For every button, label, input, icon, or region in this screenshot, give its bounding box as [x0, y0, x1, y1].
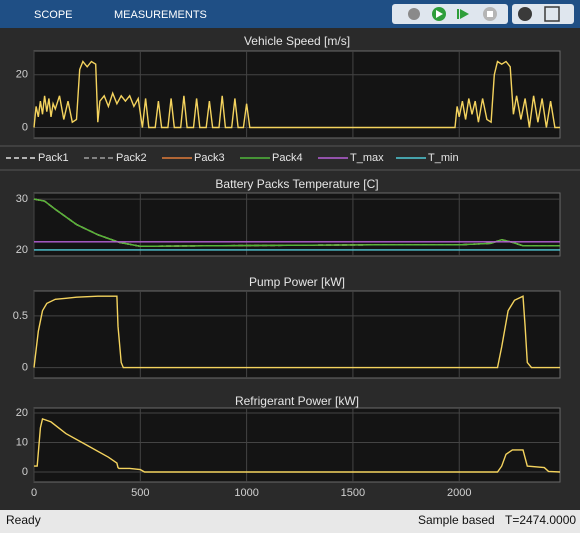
legend-label: Pack1	[38, 152, 69, 164]
status-time: T=2474.0000	[505, 513, 576, 527]
stop-icon	[487, 11, 493, 17]
chart-title: Vehicle Speed [m/s]	[244, 34, 350, 48]
y-tick-label: 10	[16, 436, 28, 448]
x-tick-label: 500	[131, 487, 149, 499]
y-tick-label: 0	[22, 362, 28, 374]
plot-area	[33, 50, 561, 139]
series-line	[33, 295, 560, 369]
series-line	[33, 60, 560, 129]
chart-title: Battery Packs Temperature [C]	[215, 177, 378, 191]
sim-controls	[392, 4, 508, 24]
status-bar	[0, 510, 580, 533]
chart-title: Refrigerant Power [kW]	[235, 394, 359, 408]
y-tick-label: 0.5	[13, 310, 28, 322]
run-icon	[436, 10, 443, 18]
help-button[interactable]	[518, 7, 532, 21]
chart-title: Pump Power [kW]	[249, 275, 345, 289]
legend-label: T_min	[428, 152, 459, 164]
x-tick-label: 0	[31, 487, 37, 499]
step-button[interactable]	[457, 9, 469, 19]
y-tick-label: 20	[16, 244, 28, 256]
x-tick-label: 1500	[341, 487, 365, 499]
y-tick-label: 0	[22, 121, 28, 133]
legend-label: T_max	[350, 152, 384, 164]
x-tick-label: 1000	[234, 487, 258, 499]
legend-label: Pack3	[194, 152, 225, 164]
legend-label: Pack4	[272, 152, 303, 164]
undock-button[interactable]	[544, 6, 560, 22]
y-tick-label: 30	[16, 193, 28, 205]
y-tick-label: 0	[22, 466, 28, 478]
tab-scope[interactable]: SCOPE	[34, 9, 73, 21]
settings-button[interactable]	[408, 8, 420, 20]
status-ready: Ready	[6, 513, 41, 527]
series-line	[34, 417, 561, 473]
y-tick-label: 20	[16, 69, 28, 81]
tab-measurements[interactable]: MEASUREMENTS	[114, 9, 207, 21]
series-line	[33, 198, 560, 248]
status-mode: Sample based	[418, 513, 495, 527]
y-tick-label: 20	[16, 407, 28, 419]
plot-area	[33, 290, 561, 379]
legend-label: Pack2	[116, 152, 147, 164]
plot-area	[33, 407, 561, 483]
x-tick-label: 2000	[447, 487, 471, 499]
plot-area	[33, 192, 561, 257]
